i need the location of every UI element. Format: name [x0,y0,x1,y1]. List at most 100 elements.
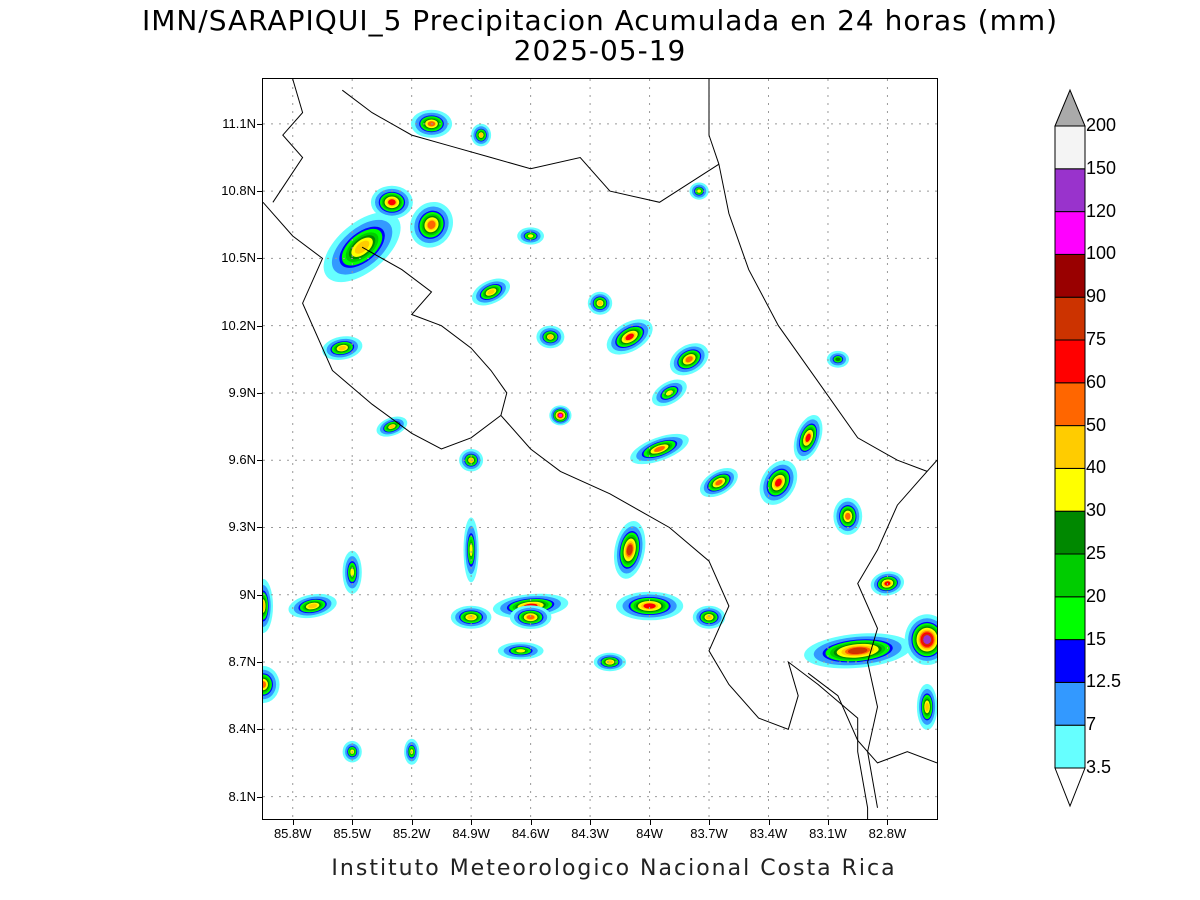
legend-swatch [1054,510,1086,555]
lon-tick-mark [768,820,770,825]
lat-tick-mark [257,392,262,394]
lat-tick-label: 9.9N [228,384,256,400]
lat-tick-mark [257,325,262,327]
lat-tick-label: 10.2N [221,317,256,333]
precipitation-cell [509,605,552,629]
lon-tick-mark [590,820,592,825]
lat-tick-label: 10.5N [221,250,256,266]
legend-swatch [1054,382,1086,427]
lat-tick-mark [257,258,262,260]
legend-label: 60 [1086,371,1107,392]
lon-tick-mark [530,820,532,825]
precip-contour-25 [835,357,841,361]
precip-contour-40 [547,334,554,340]
coastline-path [341,89,720,203]
legend-over-arrow [1054,88,1086,127]
lat-tick-mark [257,460,262,462]
legend-swatch [1054,639,1086,683]
coastline-path [807,672,937,764]
precip-contour-50 [845,512,851,520]
legend-swatch [1054,168,1086,213]
lon-tick-label: 84.9W [452,826,490,841]
legend-swatch [1054,296,1086,341]
lat-tick-mark [257,662,262,664]
lat-tick-mark [257,527,262,529]
legend-label: 3.5 [1086,757,1112,777]
lon-tick-mark [887,820,889,825]
lat-tick-label: 11.1N [222,115,256,131]
legend-label: 150 [1086,157,1117,178]
coastline-path [857,459,937,808]
precipitation-cell [833,497,863,535]
precipitation-cell [288,593,337,619]
legend-label: 120 [1086,200,1117,221]
legend-label: 100 [1086,243,1117,264]
precipitation-cell [916,683,937,730]
legend-label: 12.5 [1086,671,1122,692]
precip-contour-50 [427,220,436,229]
legend-label: 7 [1086,714,1097,735]
precip-contour-40 [706,615,712,620]
legend-under-arrow [1054,767,1086,808]
precipitation-cell [536,325,565,349]
lon-tick-label: 84W [636,826,663,841]
precipitation-cell [450,605,492,629]
lon-tick-mark [709,820,711,825]
precipitation-cell [263,665,280,704]
precipitation-field [263,109,937,765]
precip-contour-50 [263,681,266,688]
coastline-path [272,79,304,203]
lat-tick-label: 9.3N [228,519,256,535]
legend-swatch [1054,596,1086,641]
legend-label: 75 [1086,329,1107,349]
lat-tick-mark [257,594,262,596]
map-title: IMN/SARAPIQUI_5 Precipitacion Acumulada … [141,4,1059,37]
precip-contour-75 [848,647,868,654]
legend-label: 40 [1086,457,1107,478]
lat-tick-label: 8.4N [228,721,256,737]
precipitation-cell [593,652,627,672]
legend-swatch [1054,253,1086,298]
precipitation-cell [409,201,454,248]
precipitation-cell [471,123,492,147]
legend-swatch [1054,467,1086,512]
precipitation-cell [630,433,689,465]
lon-tick-label: 85.8W [273,826,312,841]
lon-tick-mark [411,820,413,825]
legend-label: 50 [1086,414,1107,435]
precip-contour-50 [685,356,693,363]
lon-tick-mark [352,820,354,825]
legend-swatch [1054,425,1086,469]
legend-swatch [1054,724,1086,769]
lon-tick-mark [292,820,294,825]
precipitation-cell [549,405,572,426]
lat-tick-label: 9N [239,586,256,602]
precip-contour-60 [388,199,396,206]
precip-contour-40 [487,289,495,295]
coastline-path [718,164,928,472]
lat-tick-label: 8.1N [228,788,256,804]
lon-tick-label: 85.2W [392,826,431,841]
precipitation-cell [471,278,511,306]
lon-tick-mark [827,820,829,825]
precip-contour-30 [350,568,355,577]
precipitation-cell [793,415,823,461]
precipitation-cell [376,416,408,437]
precip-contour-30 [697,189,701,193]
precip-contour-120 [923,635,931,644]
map-date: 2025-05-19 [513,34,687,67]
precipitation-cell [370,185,413,219]
precip-contour-60 [805,433,811,442]
legend-label: 90 [1086,286,1107,307]
precipitation-cell [613,521,646,579]
precipitation-cell [699,468,738,498]
precipitation-cell [322,336,363,360]
lon-tick-label: 83.7W [690,826,728,841]
legend-label: 15 [1086,628,1107,649]
legend-swatch [1054,125,1086,170]
precip-contour-30 [516,649,526,653]
precipitation-map [262,78,938,820]
precipitation-cell [342,550,362,594]
country-outlines [263,79,937,819]
precipitation-cell [904,614,937,665]
